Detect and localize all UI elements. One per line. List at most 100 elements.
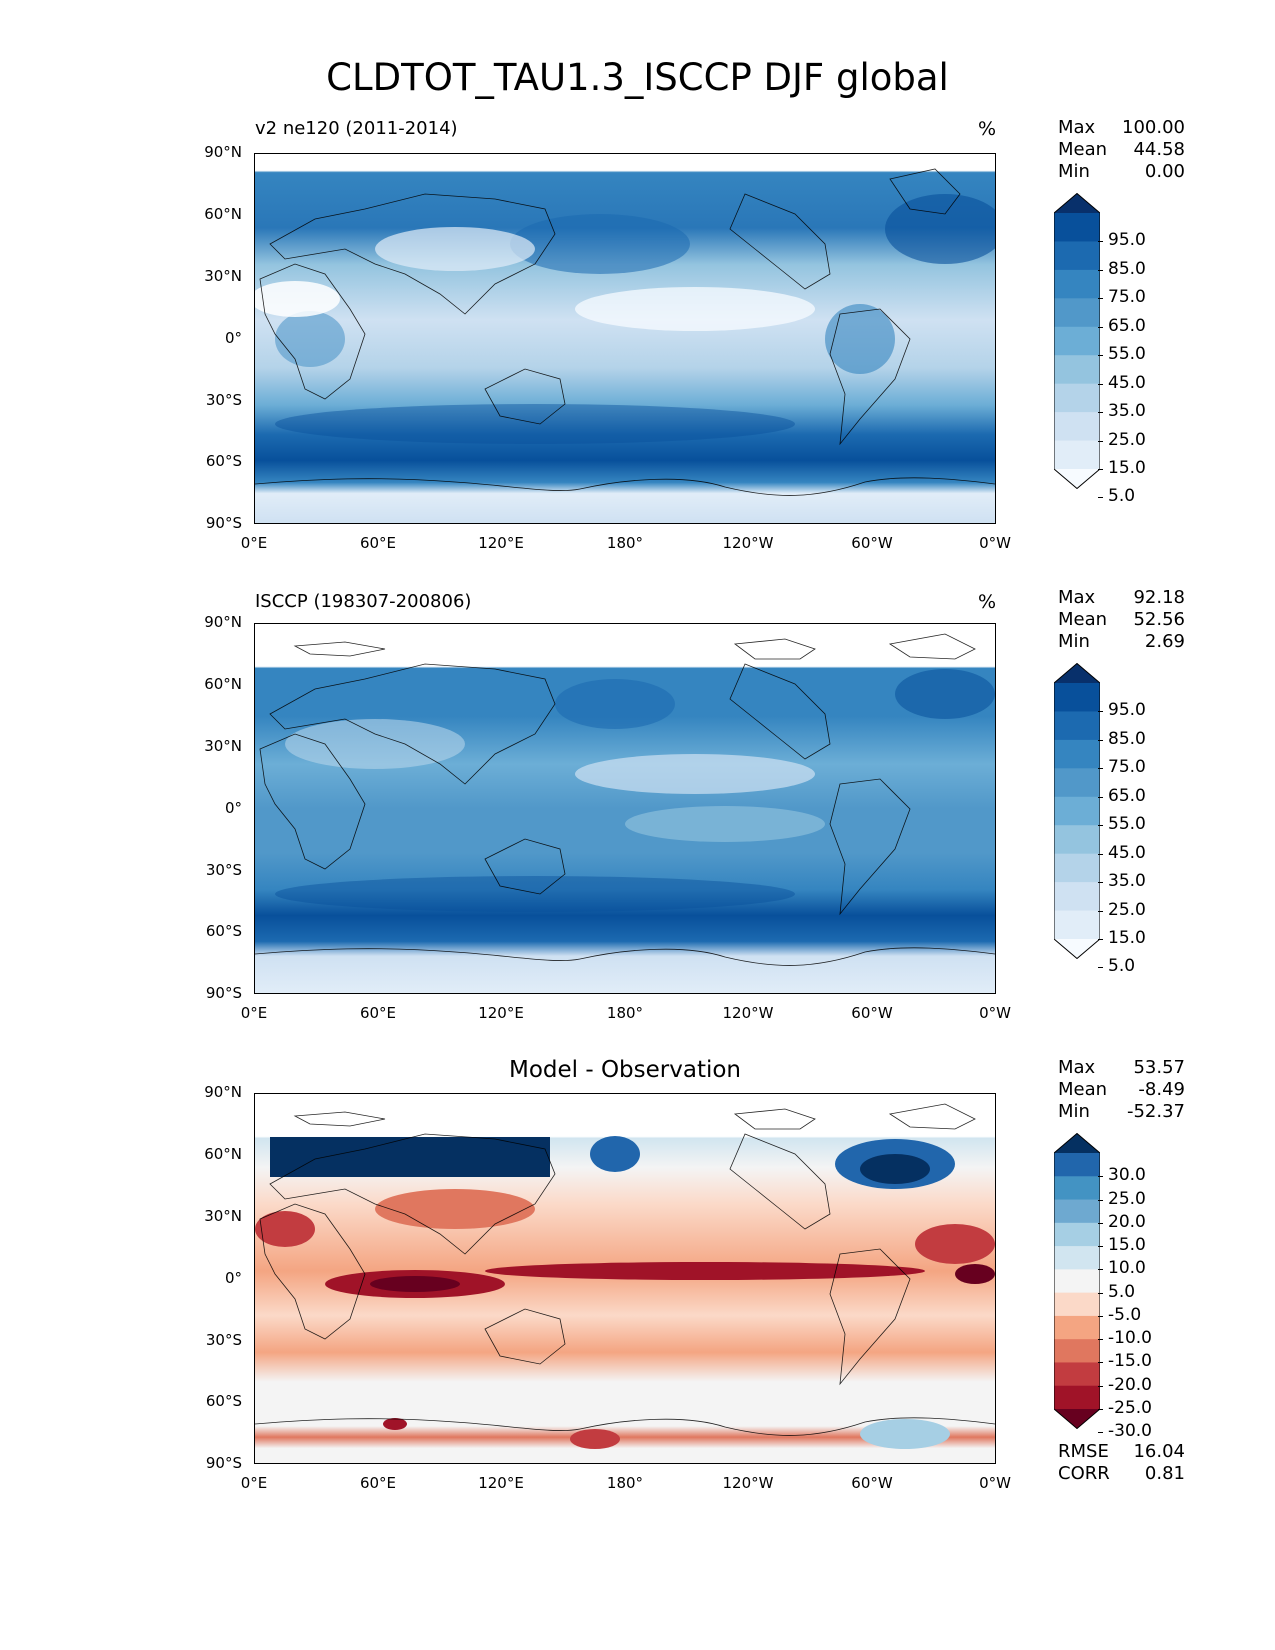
lon-label: 180° [606, 1474, 644, 1492]
lat-label: 60°N [204, 675, 242, 693]
colorbar-extend-min [1054, 1409, 1100, 1429]
colorbar-bin [1054, 269, 1100, 299]
colorbar-label: -5.0 [1108, 1304, 1142, 1325]
colorbar-label: 85.0 [1108, 728, 1146, 749]
colorbar-outline [1054, 193, 1100, 489]
panel-title: ISCCP (198307-200806) [255, 591, 472, 612]
colorbar-bin [1054, 768, 1100, 798]
lat-label: 60°N [204, 205, 242, 223]
colorbar-tick [1098, 269, 1103, 271]
colorbar-tick [1098, 1222, 1103, 1224]
stat-label: Max [1058, 1057, 1096, 1078]
colorbar-bin [1054, 711, 1100, 741]
colorbar-bin [1054, 1315, 1100, 1340]
colorbar-bin [1054, 213, 1100, 242]
colorbar-label: 95.0 [1108, 700, 1146, 721]
lat-label: 60°S [205, 452, 242, 470]
colorbar-label: 15.0 [1108, 1235, 1146, 1256]
colorbar-tick [1098, 739, 1103, 741]
unit-label: % [978, 591, 997, 613]
stat-label: Mean [1058, 609, 1108, 630]
lon-label: 0°W [979, 534, 1011, 552]
colorbar-extend-min [1054, 469, 1100, 489]
stat-value: 2.69 [1144, 631, 1185, 652]
colorbar-label: 55.0 [1108, 814, 1146, 835]
colorbar-label: 35.0 [1108, 401, 1146, 422]
colorbar-label: 10.0 [1108, 1258, 1146, 1279]
colorbar-tick [1098, 1432, 1103, 1434]
lat-label: 90°N [204, 143, 242, 161]
panel-title: v2 ne120 (2011-2014) [255, 118, 458, 139]
cloud-field [255, 624, 995, 993]
colorbar-label: 20.0 [1108, 1211, 1146, 1232]
stat-value: 53.57 [1133, 1057, 1185, 1078]
colorbar-label: 35.0 [1108, 871, 1146, 892]
stats-block: Max 92.18 Mean 52.56 Min 2.69 [1058, 587, 1185, 653]
colorbar-bin [1054, 739, 1100, 769]
colorbar-bin [1054, 1222, 1100, 1247]
stat-label: Min [1058, 161, 1090, 182]
lon-label: 60°W [851, 1474, 893, 1492]
lon-label: 120°W [722, 1004, 774, 1022]
stat-label: Min [1058, 1101, 1090, 1122]
colorbar-label: 5.0 [1108, 486, 1136, 507]
colorbar-bin [1054, 882, 1100, 912]
colorbar-label: -15.0 [1108, 1351, 1152, 1372]
colorbar-tick [1098, 1246, 1103, 1248]
unit-label: % [978, 118, 997, 140]
colorbar-tick [1098, 1385, 1103, 1387]
colorbar-bin [1054, 1339, 1100, 1363]
colorbar-tick [1098, 939, 1103, 940]
colorbar-label: 15.0 [1108, 458, 1146, 478]
colorbar-bin [1054, 1176, 1100, 1201]
stat-label: Mean [1058, 139, 1108, 160]
colorbar-tick [1098, 440, 1103, 442]
colorbar [1054, 193, 1100, 489]
colorbar-bin [1054, 1269, 1100, 1294]
colorbar-tick [1098, 882, 1103, 884]
stat-label: Max [1058, 117, 1096, 138]
colorbar-tick [1098, 241, 1103, 243]
lon-label: 120°W [722, 1474, 774, 1492]
lat-label: 30°N [204, 267, 242, 285]
stat-value: 52.56 [1133, 609, 1185, 630]
cloud-field [255, 154, 995, 523]
stat-value: 0.00 [1144, 161, 1185, 182]
lon-label: 120°E [478, 1474, 524, 1492]
colorbar-bin [1054, 825, 1100, 855]
colorbar-tick [1098, 796, 1103, 798]
colorbar-bin [1054, 412, 1100, 442]
colorbar-label: -20.0 [1108, 1374, 1152, 1395]
lat-label: 90°N [204, 1083, 242, 1101]
colorbar-bin [1054, 1385, 1100, 1410]
lat-label: 60°S [205, 922, 242, 940]
colorbar-bin [1054, 355, 1100, 385]
colorbar-label: -30.0 [1108, 1421, 1152, 1442]
lat-label: 0° [224, 799, 242, 817]
colorbar-bin [1054, 440, 1100, 470]
colorbar-bin [1054, 1153, 1100, 1177]
colorbar-graphic [1054, 663, 1100, 959]
colorbar-tick [1098, 711, 1103, 713]
stat-value: 44.58 [1133, 139, 1185, 160]
colorbar-tick [1098, 497, 1103, 499]
colorbar-bin [1054, 1199, 1100, 1224]
metric-value: 16.04 [1133, 1441, 1185, 1462]
lat-label: 30°S [205, 391, 242, 409]
metrics-block: RMSE 16.04 CORR 0.81 [1058, 1441, 1185, 1485]
colorbar-label: 75.0 [1108, 757, 1146, 778]
colorbar-label: 5.0 [1108, 956, 1136, 977]
lon-label: 0°W [979, 1474, 1011, 1492]
lon-label: 0°E [240, 1474, 268, 1492]
colorbar-label: -25.0 [1108, 1398, 1152, 1418]
colorbar-tick [1098, 1362, 1103, 1364]
colorbar-bin [1054, 853, 1100, 883]
colorbar-tick [1098, 326, 1103, 328]
panel-model: v2 ne120 (2011-2014) % [0, 0, 1275, 552]
lon-label: 0°E [240, 534, 268, 552]
map-plot [254, 153, 996, 524]
metric-label: RMSE [1058, 1441, 1109, 1462]
stat-value: -52.37 [1126, 1101, 1185, 1122]
lon-label: 60°E [359, 534, 397, 552]
colorbar-outline [1054, 663, 1100, 959]
